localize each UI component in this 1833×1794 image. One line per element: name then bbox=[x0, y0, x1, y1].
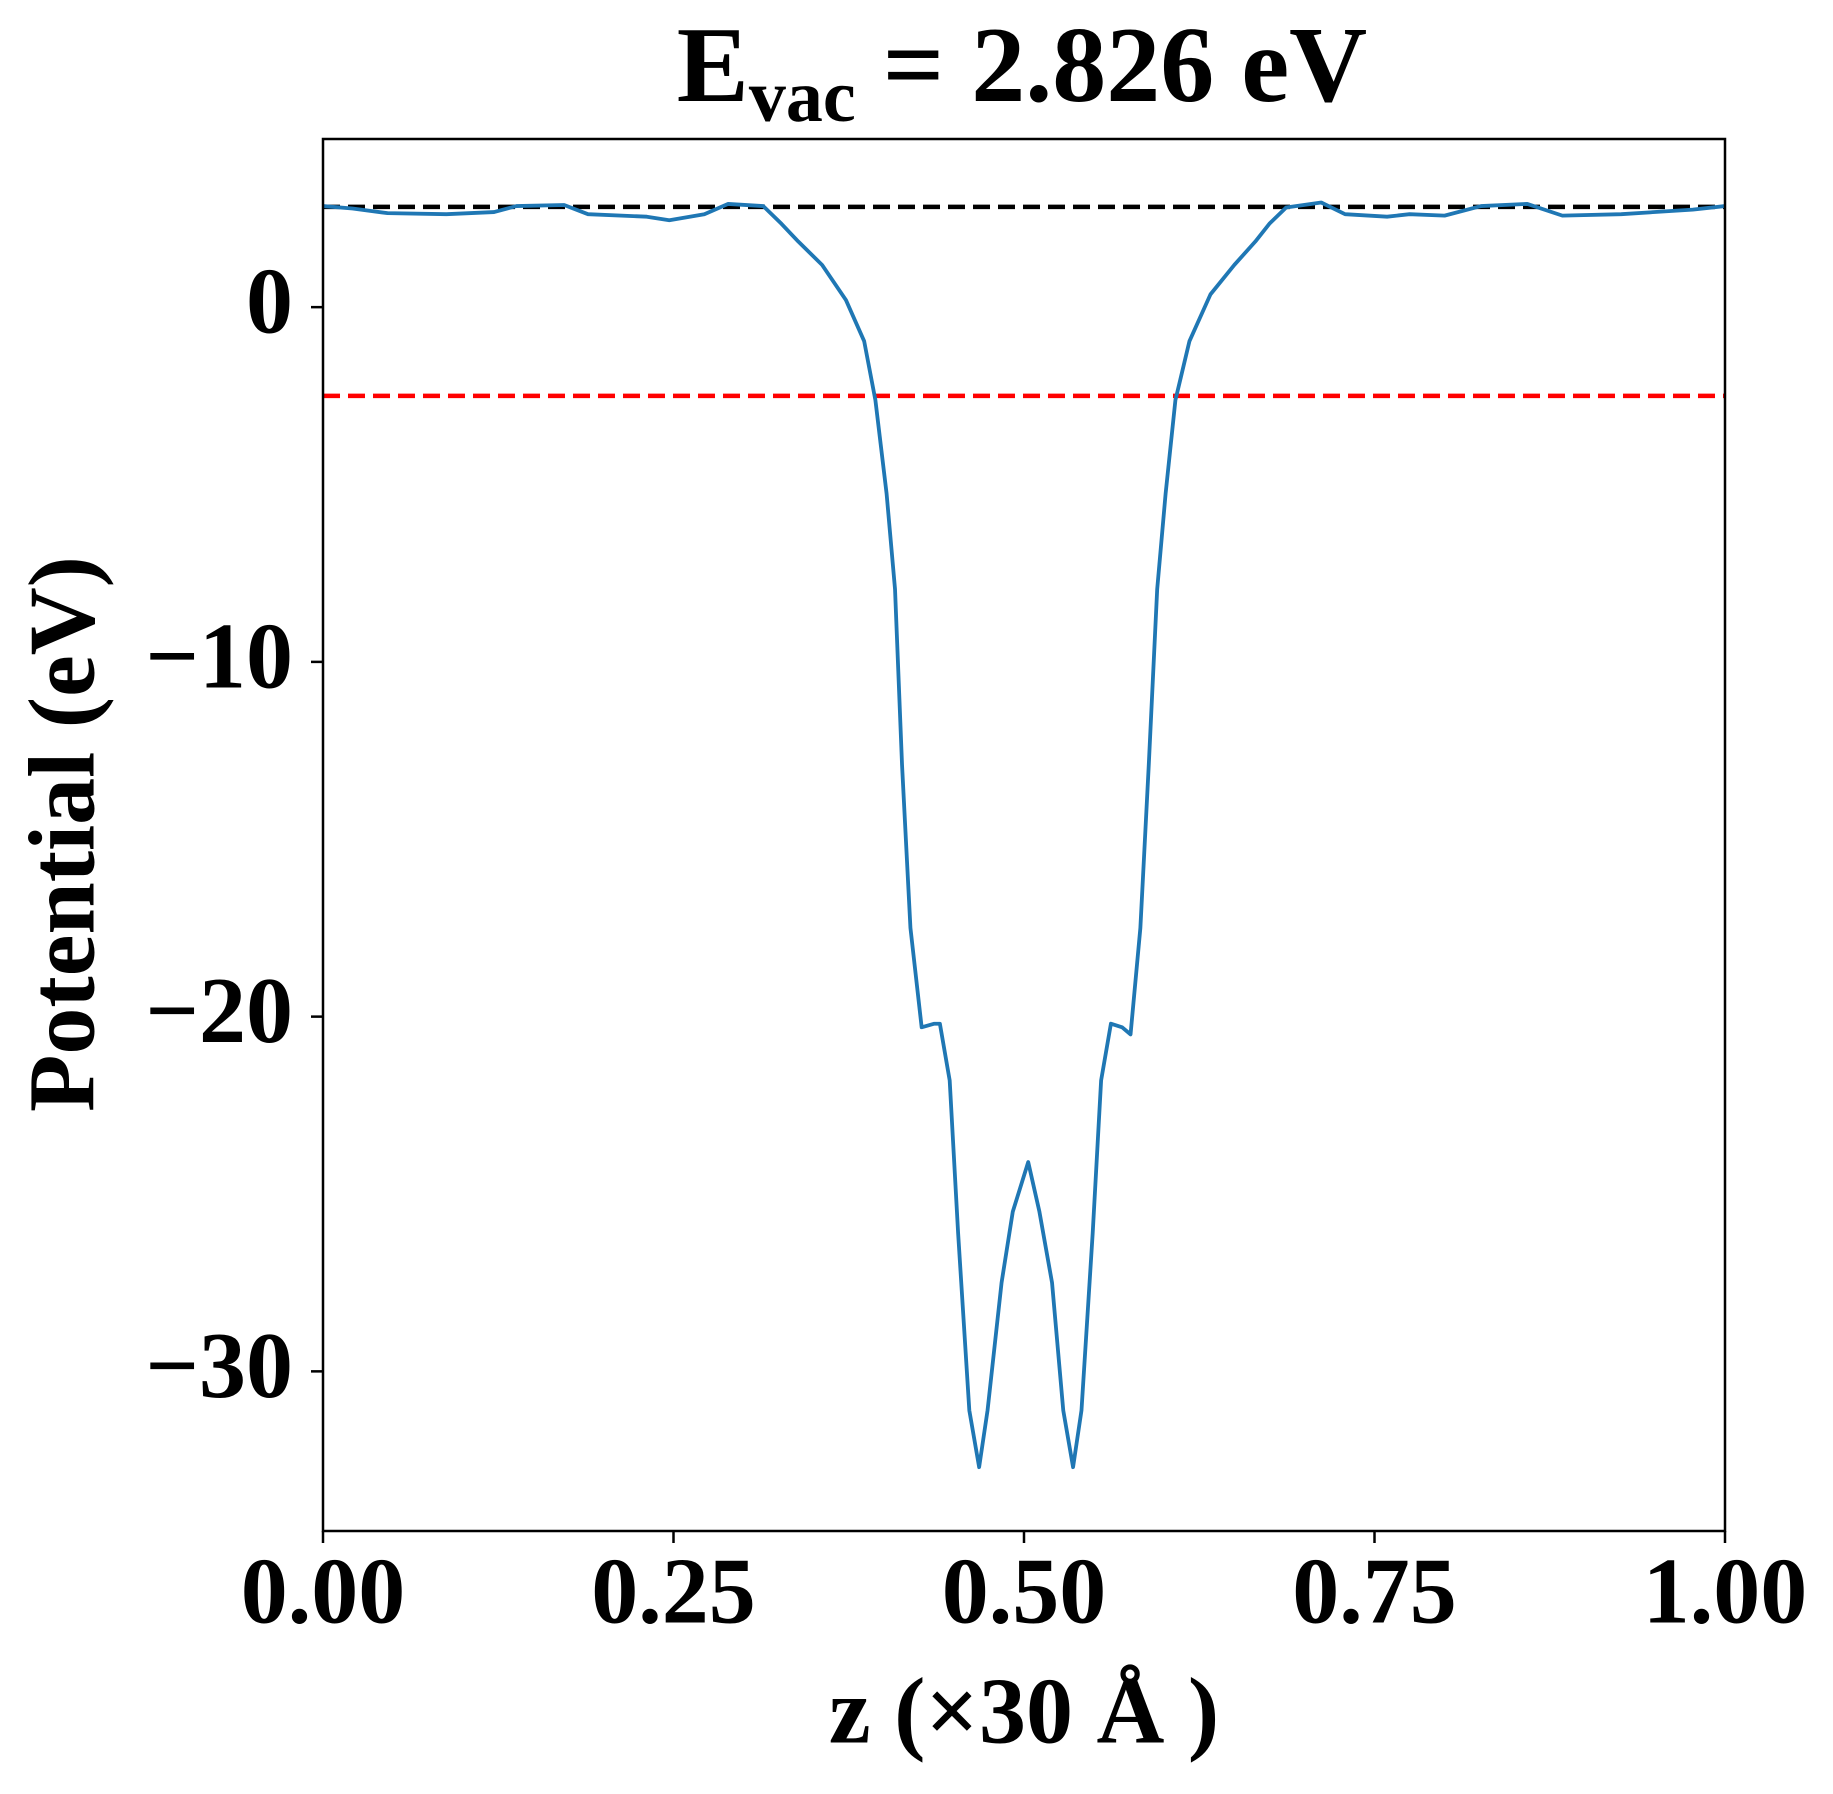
x-tick-label: 1.00 bbox=[1643, 1540, 1808, 1644]
y-tick-label: 0 bbox=[246, 250, 293, 354]
title-subscript: vac bbox=[749, 56, 856, 138]
y-tick-label: −30 bbox=[145, 1314, 293, 1418]
x-tick-label: 0.00 bbox=[241, 1540, 406, 1644]
y-tick-label: −10 bbox=[145, 604, 293, 708]
data-line bbox=[322, 200, 1726, 1470]
x-axis-label: z (×30 Å ) bbox=[829, 1660, 1219, 1764]
x-tick-label: 0.25 bbox=[591, 1540, 756, 1644]
plot-frame bbox=[321, 137, 1727, 1533]
y-tick-label: −20 bbox=[145, 959, 293, 1063]
x-tick-label: 0.50 bbox=[942, 1540, 1107, 1644]
chart-title: Evac = 2.826 eV bbox=[677, 6, 1367, 138]
x-tick-label: 0.75 bbox=[1292, 1540, 1457, 1644]
title-rest: = 2.826 eV bbox=[856, 6, 1367, 125]
y-axis-label: Potential (eV) bbox=[11, 556, 115, 1112]
title-main: E bbox=[677, 6, 749, 125]
